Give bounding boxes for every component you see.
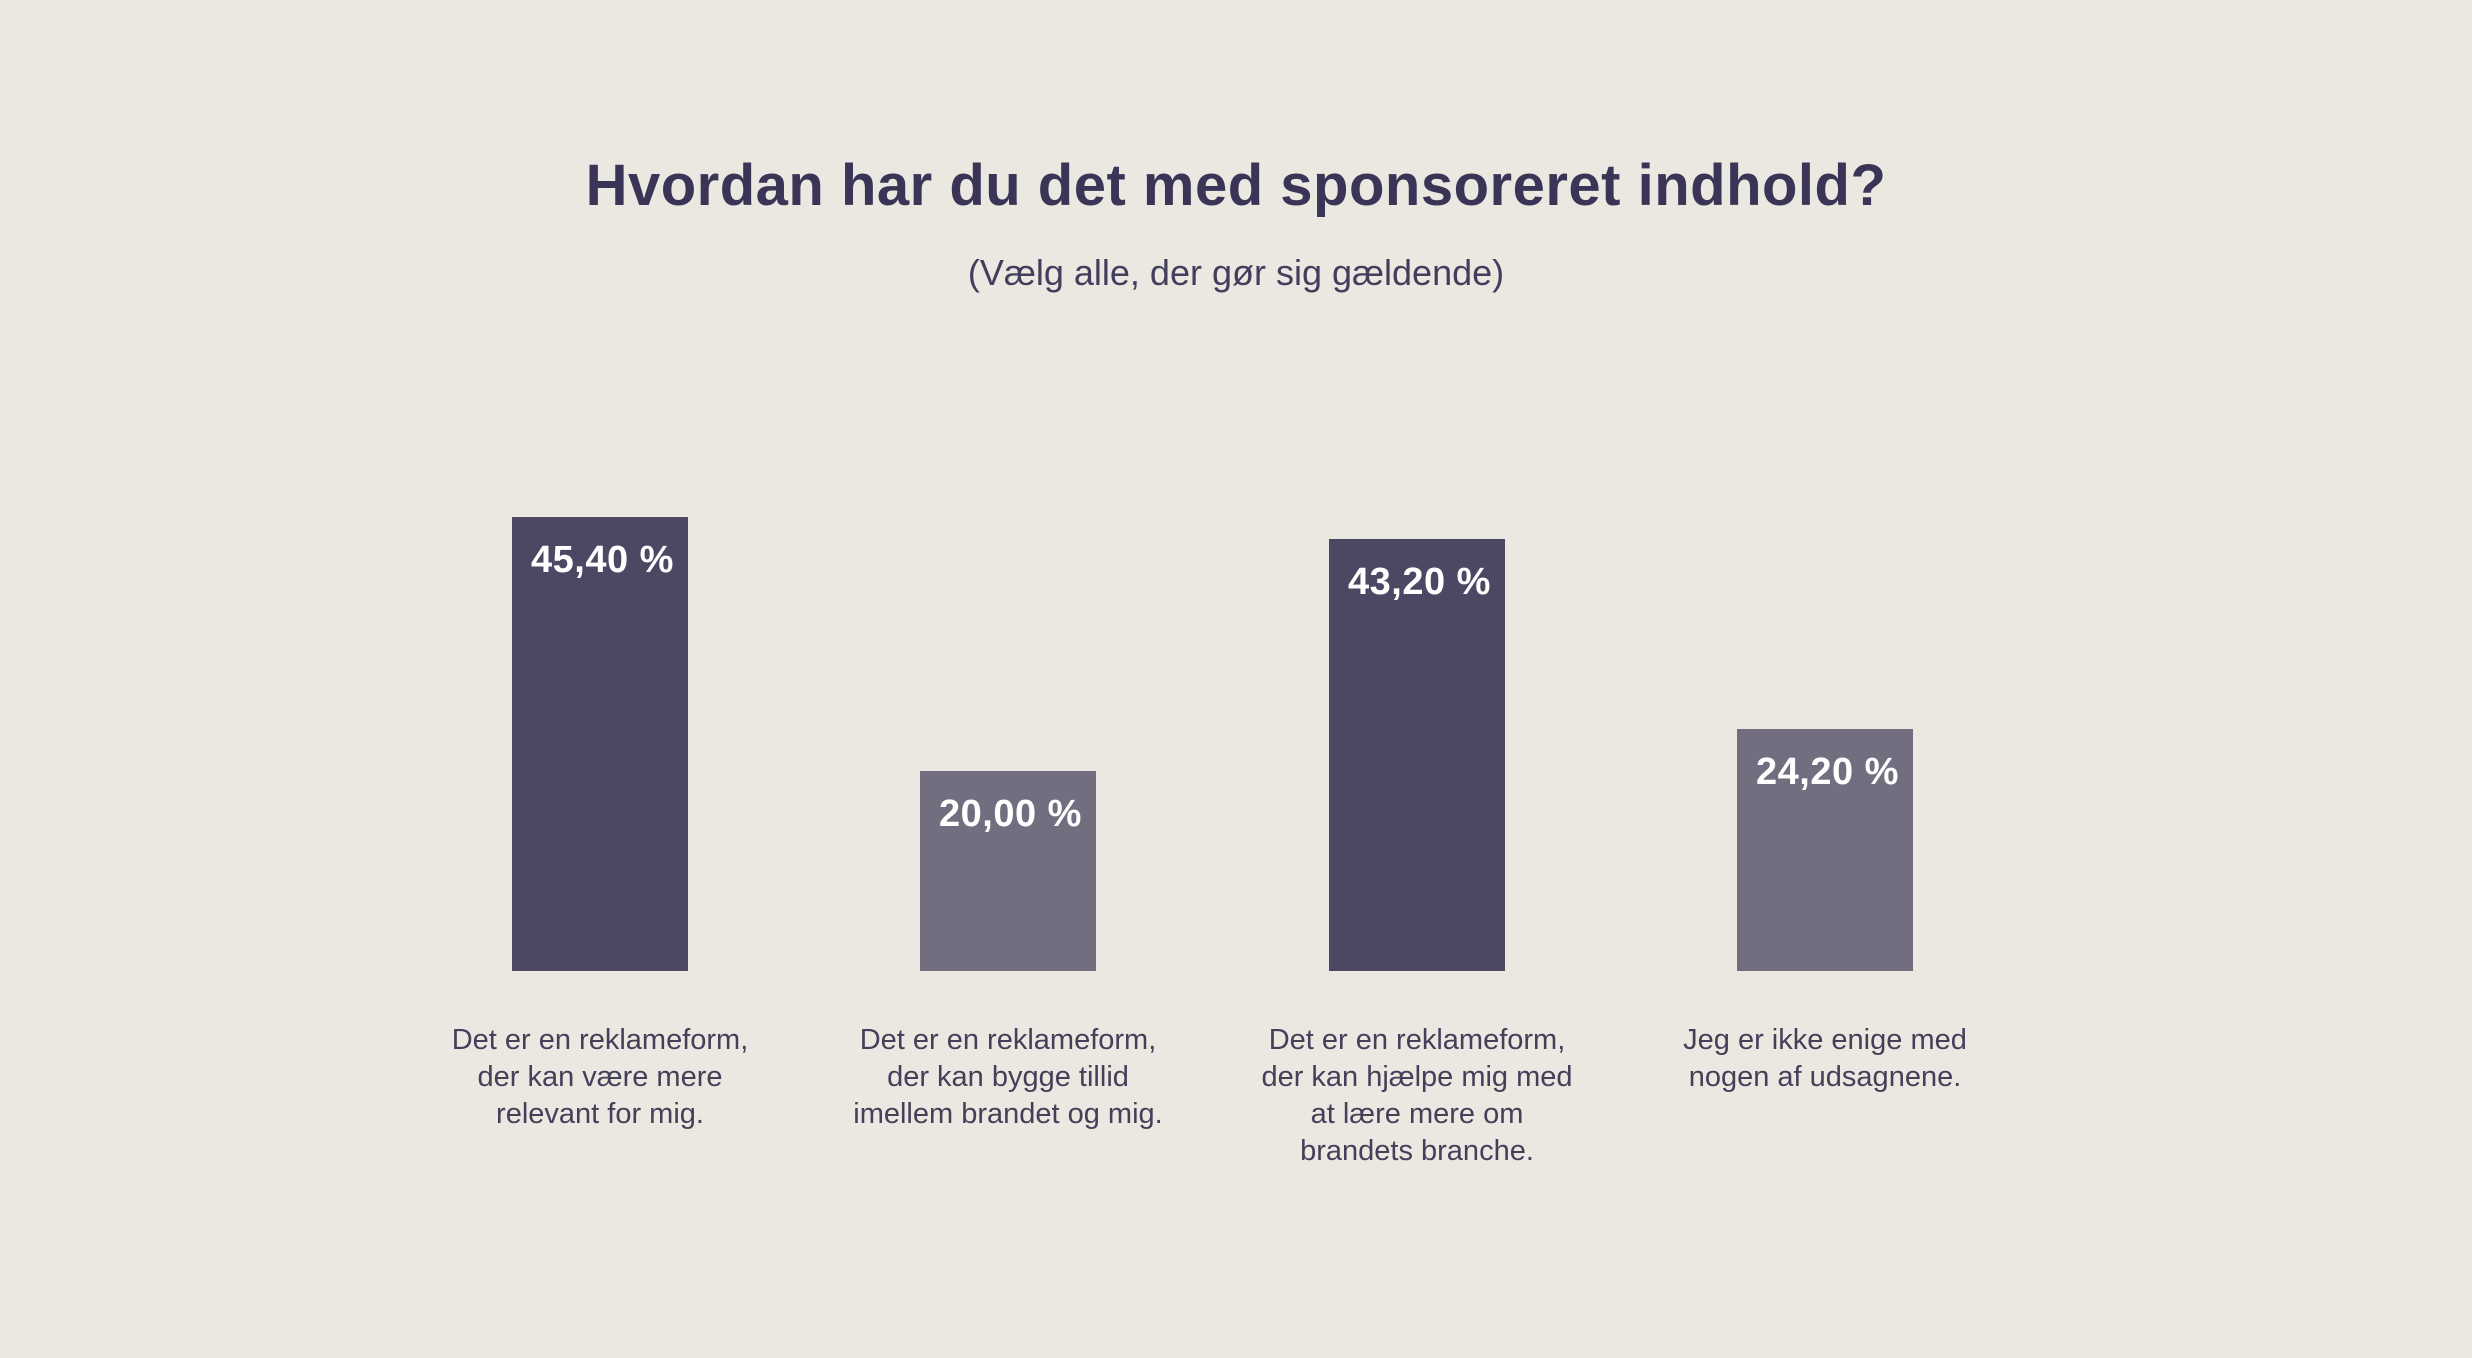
- bar-group-3: 43,20 % Det er en reklameform, der kan h…: [1197, 0, 1637, 1358]
- bar-group-2: 20,00 % Det er en reklameform, der kan b…: [788, 0, 1228, 1358]
- bar-category-label: Det er en reklameform, der kan bygge til…: [853, 1024, 1163, 1130]
- bar-category-label: Jeg er ikke enige med nogen af udsagnene…: [1683, 1024, 1967, 1093]
- bar: 43,20 %: [1329, 539, 1505, 971]
- chart-subtitle: (Vælg alle, der gør sig gældende): [967, 252, 1505, 293]
- bar-category-label: Det er en reklameform, der kan være mere…: [451, 1024, 749, 1130]
- bar-value-label: 20,00 %: [939, 793, 1082, 835]
- bar-value-label: 24,20 %: [1756, 751, 1899, 793]
- bar-group-4: 24,20 % Jeg er ikke enige med nogen af u…: [1605, 0, 2045, 1358]
- bar: 45,40 %: [512, 517, 688, 971]
- chart-title: Hvordan har du det med sponsoreret indho…: [585, 153, 1887, 218]
- bar-group-1: 45,40 % Det er en reklameform, der kan v…: [380, 0, 820, 1358]
- bar-category-label: Det er en reklameform, der kan hjælpe mi…: [1261, 1024, 1573, 1167]
- bar-value-label: 45,40 %: [531, 539, 674, 581]
- bar: 24,20 %: [1737, 729, 1913, 971]
- bar-value-label: 43,20 %: [1348, 561, 1491, 603]
- bar: 20,00 %: [920, 771, 1096, 971]
